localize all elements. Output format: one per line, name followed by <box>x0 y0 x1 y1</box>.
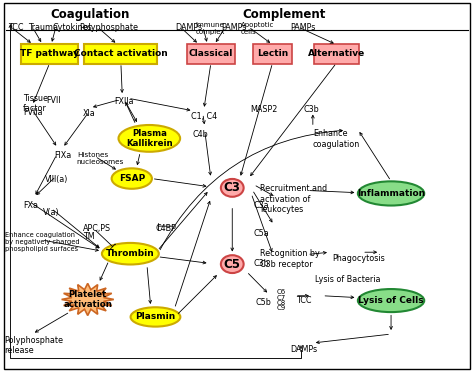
Text: Enhance coagulation
by negatively charged
phospholipid surfaces: Enhance coagulation by negatively charge… <box>5 232 79 252</box>
Text: C5a: C5a <box>253 229 269 238</box>
Text: C3a: C3a <box>253 201 269 210</box>
Text: APC,PS: APC,PS <box>83 224 111 233</box>
Text: MASP2: MASP2 <box>250 105 278 114</box>
Text: Classical: Classical <box>189 49 233 58</box>
Text: Histones
nucleosomes: Histones nucleosomes <box>77 152 124 165</box>
Text: Cytokines: Cytokines <box>52 23 92 32</box>
Text: C3b: C3b <box>253 259 269 267</box>
Polygon shape <box>62 283 114 315</box>
Text: Lectin: Lectin <box>257 49 288 58</box>
Text: Alternative: Alternative <box>308 49 365 58</box>
Text: Polyphosphate
release: Polyphosphate release <box>5 336 64 355</box>
Text: DAMPs: DAMPs <box>175 23 202 32</box>
Text: Thrombin: Thrombin <box>106 249 155 258</box>
Text: TCC: TCC <box>9 23 24 32</box>
Text: Polyphosphate: Polyphosphate <box>80 23 138 32</box>
Ellipse shape <box>131 307 180 327</box>
Text: C3: C3 <box>224 182 241 194</box>
Text: VIII(a): VIII(a) <box>45 175 68 184</box>
Text: PAMPs: PAMPs <box>221 23 246 32</box>
Text: FXIIa: FXIIa <box>114 97 133 106</box>
FancyBboxPatch shape <box>253 44 292 64</box>
Text: DAMPs: DAMPs <box>290 345 317 354</box>
Text: Complement: Complement <box>243 9 326 21</box>
Text: C5: C5 <box>224 258 241 270</box>
Text: FVII: FVII <box>46 96 61 105</box>
Text: Coagulation: Coagulation <box>50 9 130 21</box>
Text: Lysis of Bacteria: Lysis of Bacteria <box>315 275 381 283</box>
Text: Immune
complex: Immune complex <box>195 22 225 35</box>
Ellipse shape <box>358 289 424 312</box>
Text: C5b: C5b <box>255 298 271 307</box>
Text: XIa: XIa <box>83 109 96 118</box>
FancyBboxPatch shape <box>21 44 78 64</box>
Text: Plasma
Kallikrein: Plasma Kallikrein <box>126 129 173 148</box>
Ellipse shape <box>358 181 424 205</box>
Text: C8: C8 <box>277 300 286 306</box>
Text: TM: TM <box>83 232 95 241</box>
Text: C4b: C4b <box>192 130 208 139</box>
Text: FSAP: FSAP <box>118 174 145 183</box>
Ellipse shape <box>118 125 180 152</box>
Text: C9: C9 <box>277 305 286 311</box>
Text: C7: C7 <box>277 295 286 301</box>
Text: V(a): V(a) <box>43 208 59 217</box>
Text: C1, C4: C1, C4 <box>191 112 218 121</box>
Text: Platelet
activation: Platelet activation <box>63 290 112 309</box>
Circle shape <box>221 179 244 197</box>
Text: Recognition by
C3b receptor: Recognition by C3b receptor <box>260 249 319 269</box>
Text: Phagocytosis: Phagocytosis <box>332 254 384 263</box>
Text: C4BP: C4BP <box>155 224 176 233</box>
FancyBboxPatch shape <box>314 44 359 64</box>
Text: FIXa: FIXa <box>55 151 72 160</box>
Circle shape <box>221 255 244 273</box>
Text: Trauma: Trauma <box>28 23 58 32</box>
Text: PAMPs: PAMPs <box>290 23 316 32</box>
Text: Tissue
factor: Tissue factor <box>23 94 48 113</box>
Text: Plasmin: Plasmin <box>136 312 175 321</box>
Ellipse shape <box>102 243 159 264</box>
Ellipse shape <box>112 168 152 189</box>
Text: Lysis of Cells: Lysis of Cells <box>358 296 424 305</box>
Text: FVIIa: FVIIa <box>23 108 42 117</box>
Text: Contact activation: Contact activation <box>74 49 168 58</box>
Text: TCC: TCC <box>296 296 311 305</box>
FancyBboxPatch shape <box>84 44 157 64</box>
Text: FXa: FXa <box>24 201 39 210</box>
FancyBboxPatch shape <box>187 44 235 64</box>
Text: Inflammation: Inflammation <box>357 189 425 198</box>
Text: C3b: C3b <box>303 105 319 114</box>
Text: TF pathway: TF pathway <box>20 49 79 58</box>
Text: Recruitment and
activation of
leukocytes: Recruitment and activation of leukocytes <box>260 184 327 214</box>
Text: Enhance
coagulation: Enhance coagulation <box>313 129 360 149</box>
Text: Apoptotic
cells: Apoptotic cells <box>241 22 274 35</box>
Text: C6: C6 <box>277 289 286 295</box>
